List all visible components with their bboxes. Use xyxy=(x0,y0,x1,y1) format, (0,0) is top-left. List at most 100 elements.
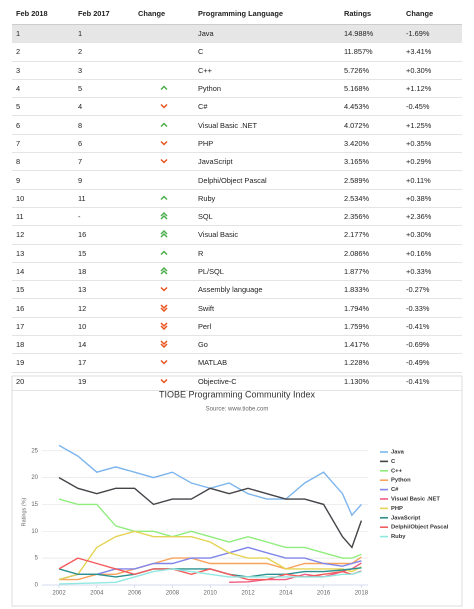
down-icon xyxy=(160,304,168,312)
cell: 7 xyxy=(74,152,134,172)
cell: 6 xyxy=(74,134,134,154)
cell: 15 xyxy=(12,280,74,300)
change-icon-cell xyxy=(134,298,194,318)
cell: +0.38% xyxy=(402,189,462,208)
cell: 1 xyxy=(12,24,74,44)
cell: 4.453% xyxy=(340,97,402,117)
cell: +0.35% xyxy=(402,134,462,154)
cell: JavaScript xyxy=(194,152,340,172)
change-icon-cell xyxy=(134,152,194,172)
column-header: Change xyxy=(134,3,194,25)
x-tick-label: 2016 xyxy=(317,591,331,597)
cell: 10 xyxy=(74,317,134,337)
table-row: 16 12 Swift 1.794% -0.33% xyxy=(12,298,462,318)
cell: 14.988% xyxy=(340,24,402,44)
cell: Python xyxy=(194,79,340,99)
cell: -0.49% xyxy=(402,353,462,373)
table-row: 11- SQL 2.356% +2.36% xyxy=(12,207,462,227)
cell: -0.27% xyxy=(402,280,462,300)
cell: 3.165% xyxy=(340,152,402,172)
cell: 15 xyxy=(74,244,134,263)
cell: -0.69% xyxy=(402,335,462,355)
series-line xyxy=(58,567,362,578)
cell: - xyxy=(74,207,134,227)
cell: -0.45% xyxy=(402,97,462,117)
column-header: Change xyxy=(402,3,462,25)
cell: 5 xyxy=(74,79,134,99)
cell: Perl xyxy=(194,317,340,337)
cell: 9 xyxy=(74,170,134,190)
change-icon-cell xyxy=(134,317,194,337)
cell: 2.086% xyxy=(340,244,402,263)
x-tick-label: 2014 xyxy=(279,591,293,597)
series-line xyxy=(58,444,362,517)
table-row: 7 6 PHP 3.420% +0.35% xyxy=(12,134,462,154)
cell: +0.30% xyxy=(402,61,462,80)
cell: 11.857% xyxy=(340,42,402,62)
x-tick-label: 2004 xyxy=(90,591,104,597)
table-row: 18 14 Go 1.417% -0.69% xyxy=(12,335,462,355)
change-icon-cell xyxy=(134,134,194,154)
change-icon-cell xyxy=(134,170,194,190)
cell: 18 xyxy=(12,335,74,355)
cell: 1.877% xyxy=(340,262,402,282)
chart-frame xyxy=(11,375,463,607)
table-row: 13 15 R 2.086% +0.16% xyxy=(12,244,462,263)
cell: +0.29% xyxy=(402,152,462,172)
change-icon-cell xyxy=(134,335,194,355)
up-icon xyxy=(160,250,168,255)
change-icon-cell xyxy=(134,97,194,117)
cell: 2.534% xyxy=(340,189,402,208)
cell: 1.228% xyxy=(340,353,402,373)
up-icon xyxy=(160,195,168,200)
down-icon xyxy=(160,340,168,349)
change-icon-cell xyxy=(134,262,194,282)
cell: -0.41% xyxy=(402,372,462,391)
cell: -0.33% xyxy=(402,298,462,318)
cell: MATLAB xyxy=(194,353,340,373)
series-line xyxy=(58,568,362,585)
change-icon-cell xyxy=(134,61,194,80)
cell: Delphi/Object Pascal xyxy=(194,170,340,190)
cell: 13 xyxy=(12,244,74,263)
cell: C xyxy=(194,42,340,62)
change-icon-cell xyxy=(134,353,194,373)
up-icon xyxy=(160,230,168,238)
legend-label: Delphi/Object Pascal xyxy=(391,525,449,531)
up-icon xyxy=(160,266,168,275)
change-icon-cell xyxy=(134,115,194,135)
cell: 5 xyxy=(12,97,74,117)
change-icon-cell xyxy=(134,207,194,227)
legend-label: C++ xyxy=(391,468,403,474)
cell: 14 xyxy=(74,335,134,355)
table-row: 19 17 MATLAB 1.228% -0.49% xyxy=(12,353,462,373)
x-tick-label: 2012 xyxy=(241,591,255,597)
cell: Visual Basic .NET xyxy=(194,115,340,135)
cell: 2 xyxy=(12,42,74,62)
table-row: 10 11 Ruby 2.534% +0.38% xyxy=(12,189,462,208)
table-row: 20 19 Objective-C 1.130% -0.41% xyxy=(12,372,462,391)
y-tick-label: 5 xyxy=(35,556,39,562)
header-row: Feb 2018 Feb 2017 Change Programming Langua… xyxy=(12,3,462,25)
cell: 12 xyxy=(74,298,134,318)
cell: 1.794% xyxy=(340,298,402,318)
cell: C# xyxy=(194,97,340,117)
table-row: 3 3 C++ 5.726% +0.30% xyxy=(12,61,462,80)
cell: 2.589% xyxy=(340,170,402,190)
table-row: 12 16 Visual Basic 2.177% +0.30% xyxy=(12,225,462,245)
cell: 19 xyxy=(74,372,134,391)
table-row: 15 13 Assembly language 1.833% -0.27% xyxy=(12,280,462,300)
cell: 17 xyxy=(12,317,74,337)
cell: 4 xyxy=(74,97,134,117)
cell: 2.356% xyxy=(340,207,402,227)
series-line xyxy=(229,562,362,583)
down-icon xyxy=(160,140,168,146)
change-icon-cell xyxy=(134,372,194,391)
cell: SQL xyxy=(194,207,340,227)
legend-label: C xyxy=(391,459,396,465)
ranking-table: Feb 2018 Feb 2017 Change Programming Langua… xyxy=(12,3,462,391)
cell: Go xyxy=(194,335,340,355)
cell: 5.168% xyxy=(340,79,402,99)
column-header: Programming Language xyxy=(194,3,340,25)
table-row: 2 2 C 11.857% +3.41% xyxy=(12,42,462,62)
